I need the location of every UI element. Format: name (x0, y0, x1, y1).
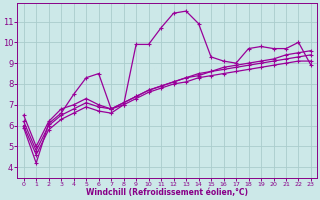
X-axis label: Windchill (Refroidissement éolien,°C): Windchill (Refroidissement éolien,°C) (86, 188, 248, 197)
